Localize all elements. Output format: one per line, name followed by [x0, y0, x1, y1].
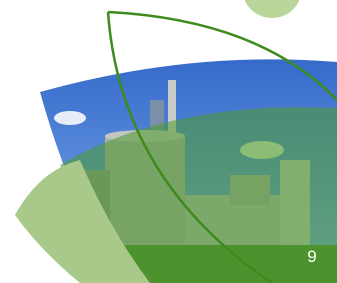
decor-circle — [242, 0, 302, 18]
slide-graphic: 9 — [0, 0, 337, 283]
slide: 9 — [0, 0, 337, 283]
page-number: 9 — [307, 247, 316, 266]
